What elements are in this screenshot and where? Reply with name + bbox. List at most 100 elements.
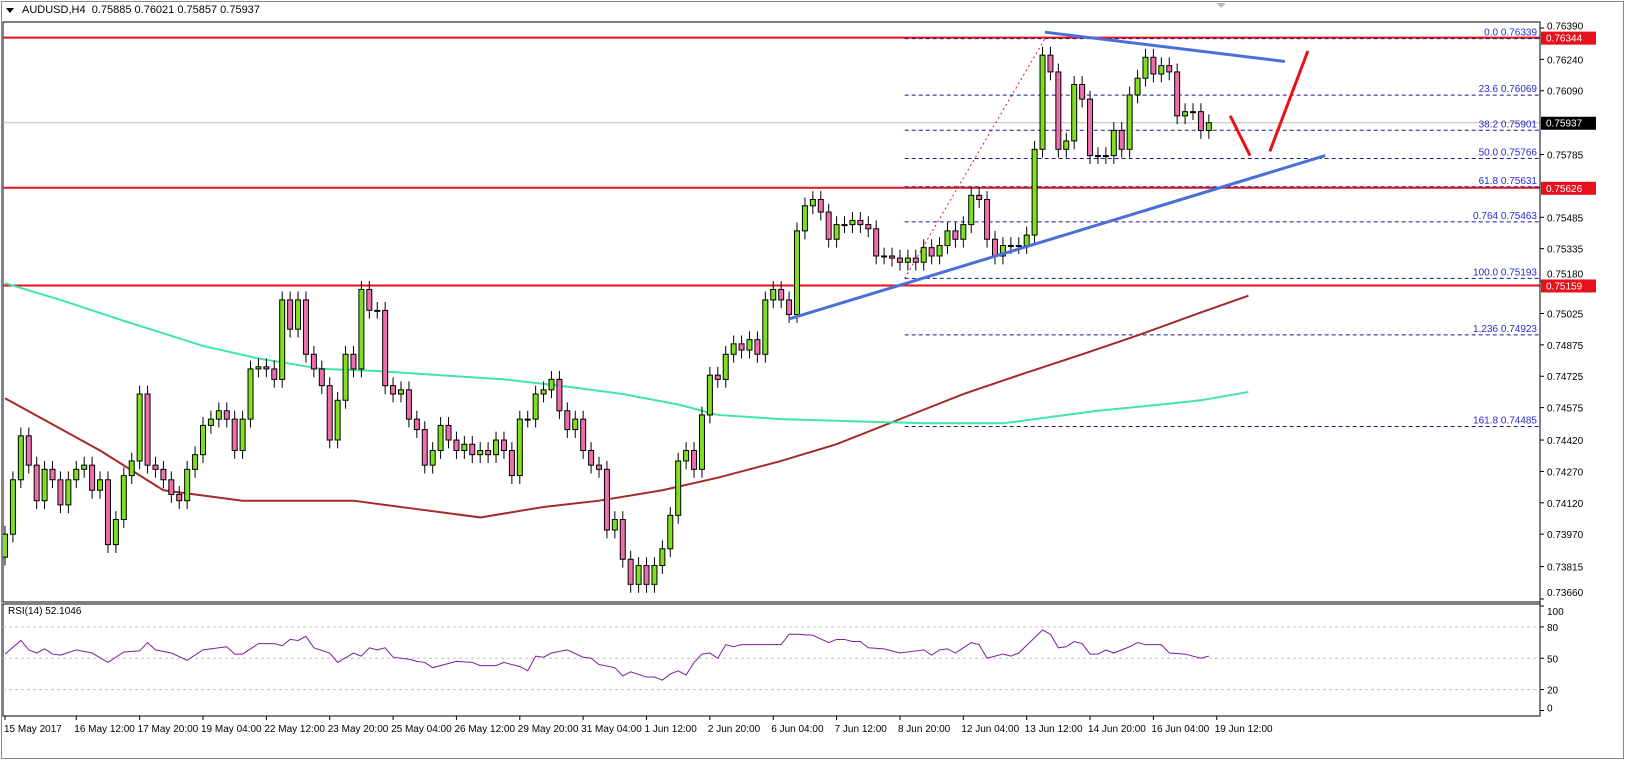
candle-body [992,238,998,257]
candle-body [825,211,832,240]
candle-body [33,464,40,502]
candle [611,511,618,539]
candle-body [1197,111,1204,131]
trendline [789,154,1326,321]
candle [469,435,476,464]
candle-body [580,418,587,451]
candle-body [1031,148,1038,236]
candle-body [500,439,507,451]
candle [1182,103,1189,125]
price-axis-label: 0.75180 [1547,269,1584,280]
candle-body [508,449,515,477]
candle [184,460,191,510]
candle-body [144,393,151,466]
candle-body [706,374,713,416]
candle [1134,69,1141,104]
price-axis-label: 0.76390 [1547,22,1584,33]
candle-body [184,468,191,502]
candle-body [865,224,872,230]
candle [1118,122,1125,158]
price-axis-label: 0.74575 [1547,404,1584,415]
candle-body [1150,56,1157,75]
candle-body [112,519,119,546]
candle [944,222,951,254]
candle [1197,103,1204,139]
candle-body [1142,56,1149,79]
candle-body [627,558,634,585]
chart-header: AUDUSD,H4 0.75885 0.76021 0.75857 0.7593… [6,4,260,16]
candle-body [271,368,278,380]
candle [1110,122,1117,164]
candle-body [849,219,856,226]
candle [104,471,111,553]
price-axis-label: 0.74875 [1547,341,1584,352]
candle-body [778,288,785,301]
candle-body [1182,111,1189,117]
candle-body [572,418,579,431]
candle-body [1134,77,1141,96]
chart-shift-marker-icon[interactable] [1216,3,1226,8]
fibonacci-level-label: 0.764 0.75463 [1473,211,1537,222]
candle-body [873,228,880,257]
candle-body [192,454,199,470]
price-axis-label: 0.75025 [1547,310,1584,321]
candle [936,237,943,265]
candle [746,331,753,359]
candle [334,391,341,449]
dropdown-triangle-icon[interactable] [6,7,14,13]
time-axis-label: 12 Jun 04:00 [961,724,1019,735]
candle-body [659,548,666,567]
candle [200,417,206,464]
rsi-plot-frame [2,603,1541,717]
candle-body [231,418,238,451]
candle [374,301,381,319]
candle-body [896,257,903,263]
time-axis-label: 19 May 04:00 [201,724,262,735]
candle [770,281,777,309]
candle-body [944,230,951,247]
candle-body [746,339,753,351]
fibonacci-level-label: 100.0 0.75193 [1473,267,1537,278]
level-price-tag: 0.75159 [1546,281,1583,292]
candle [873,220,880,265]
time-axis-label: 7 Jun 12:00 [835,724,888,735]
candle-body [176,493,183,502]
candle [817,191,824,221]
candle-body [295,299,302,330]
candle-body [667,514,674,550]
candle-body [611,519,618,531]
symbol-label: AUDUSD,H4 [22,4,86,16]
candle [896,249,903,271]
candle [429,442,436,474]
candle-body [263,366,270,370]
candle-body [1094,155,1101,158]
rsi-axis-label: 80 [1547,623,1559,634]
candle [382,301,389,395]
price-axis-label: 0.74120 [1547,499,1584,510]
candle [255,358,262,378]
candle-body [3,533,8,558]
candle-body [326,385,333,441]
candle [603,460,610,539]
candle-body [698,414,705,470]
candle-body [310,353,317,370]
candle [762,291,769,363]
candle-body [81,464,88,470]
candle-body [1055,71,1062,150]
candle [9,471,16,543]
candle [231,410,238,459]
fibonacci-level-label: 61.8 0.75631 [1479,176,1538,187]
time-axis-label: 31 May 04:00 [581,724,642,735]
rsi-axis-label: 0 [1547,704,1553,715]
candle-body [516,418,523,477]
candle-body [215,410,222,420]
candle [564,402,571,438]
candle-body [817,199,824,213]
fibonacci-level-label: 38.2 0.75901 [1479,119,1538,130]
candle [57,471,64,514]
candle-body [596,464,602,470]
rsi-axis-label: 100 [1547,607,1564,618]
candle [493,431,500,464]
candle [809,191,816,215]
